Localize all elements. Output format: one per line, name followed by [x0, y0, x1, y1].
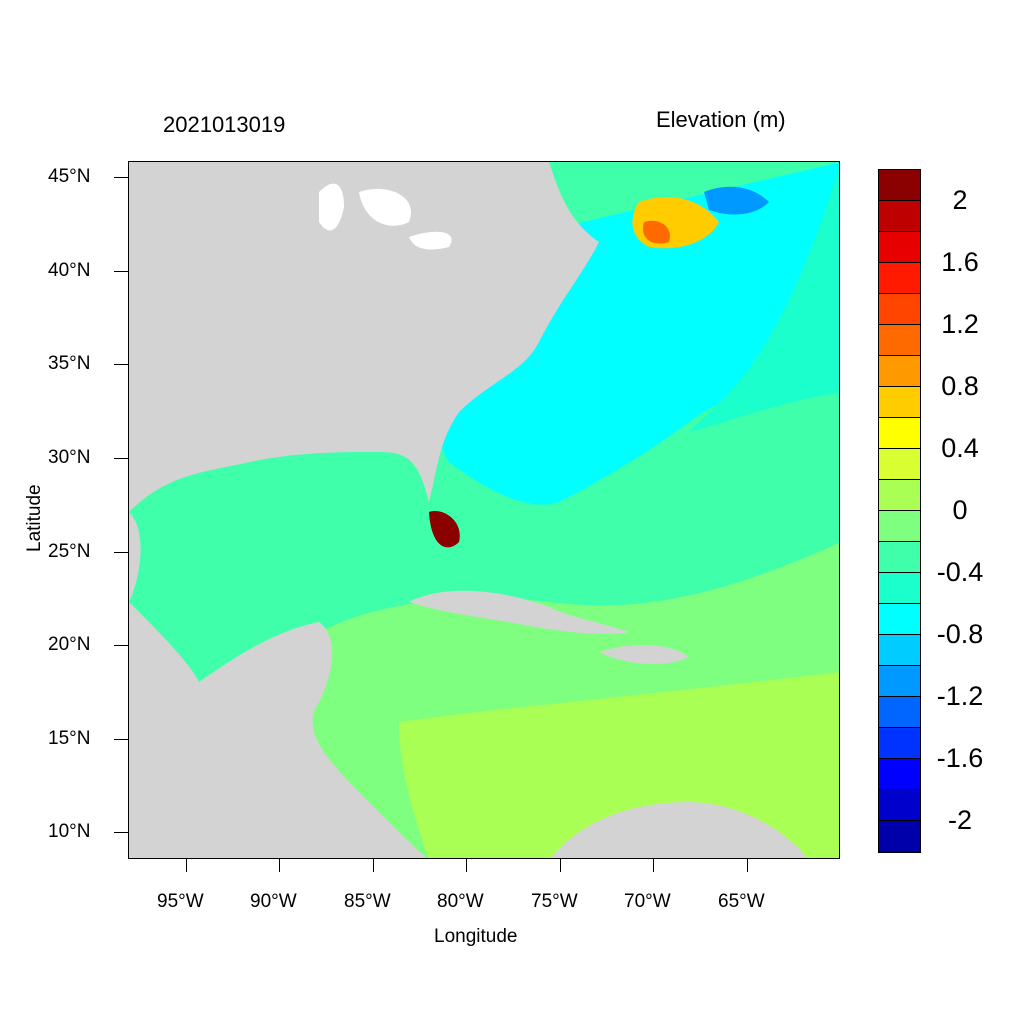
y-tick-label: 35°N	[48, 353, 91, 374]
x-tick-mark	[466, 859, 467, 872]
y-tick-mark	[114, 645, 128, 646]
y-tick-mark	[114, 552, 128, 553]
colorbar-label: 0	[952, 495, 968, 525]
x-axis-title: Longitude	[434, 926, 518, 947]
elevation-map[interactable]	[129, 162, 840, 859]
x-tick-label: 75°W	[531, 891, 578, 912]
colorbar-segment	[879, 449, 920, 480]
y-tick-mark	[114, 832, 128, 833]
timestamp-label: 2021013019	[163, 112, 286, 137]
y-tick-mark	[114, 177, 128, 178]
colorbar-label: 0.4	[941, 433, 979, 463]
colorbar-segment	[879, 666, 920, 697]
y-tick-label: 10°N	[48, 821, 91, 842]
x-tick-mark	[186, 859, 187, 872]
y-tick-mark	[114, 739, 128, 740]
y-tick-mark	[114, 271, 128, 272]
colorbar-segment	[879, 542, 920, 573]
map-panel[interactable]	[128, 161, 840, 859]
x-tick-mark	[560, 859, 561, 872]
colorbar	[878, 169, 921, 853]
lake-erie	[409, 231, 452, 250]
lake-huron	[359, 188, 411, 226]
colorbar-segment	[879, 790, 920, 821]
colorbar-segment	[879, 604, 920, 635]
colorbar-segment	[879, 511, 920, 542]
y-tick-label: 20°N	[48, 634, 91, 655]
nova-scotia-low	[704, 186, 769, 215]
y-tick-label: 30°N	[48, 447, 91, 468]
atlantic-east-zone	[689, 168, 839, 432]
x-tick-mark	[653, 859, 654, 872]
hispaniola-land	[599, 645, 689, 664]
colorbar-label: -0.8	[936, 619, 984, 649]
y-tick-mark	[114, 458, 128, 459]
colorbar-segment	[879, 201, 920, 232]
colorbar-segment	[879, 573, 920, 604]
south-florida-peak	[429, 511, 460, 548]
colorbar-segment	[879, 170, 920, 201]
mexico-central-america-land	[129, 602, 427, 858]
colorbar-label: -2	[947, 805, 972, 835]
colorbar-segment	[879, 759, 920, 790]
colorbar-segment	[879, 480, 920, 511]
cuba-land	[409, 590, 629, 635]
x-tick-label: 95°W	[157, 891, 204, 912]
colorbar-segment	[879, 356, 920, 387]
y-axis-title: Latitude	[24, 484, 45, 552]
colorbar-segment	[879, 635, 920, 666]
colorbar-segment	[879, 232, 920, 263]
colorbar-label: 0.8	[941, 371, 979, 401]
colorbar-label: -1.6	[936, 743, 984, 773]
colorbar-segment	[879, 697, 920, 728]
colorbar-segment	[879, 821, 920, 852]
colorbar-segment	[879, 263, 920, 294]
x-tick-label: 90°W	[250, 891, 297, 912]
y-tick-label: 40°N	[48, 260, 91, 281]
colorbar-label: -1.2	[936, 681, 984, 711]
colorbar-label: 2	[952, 185, 968, 215]
y-tick-mark	[114, 364, 128, 365]
x-tick-mark	[747, 859, 748, 872]
gulf-of-maine-peak	[643, 220, 670, 244]
y-tick-label: 45°N	[48, 166, 91, 187]
south-america-land	[550, 802, 808, 858]
x-tick-mark	[373, 859, 374, 872]
colorbar-segment	[879, 294, 920, 325]
texas-coast-land	[129, 512, 141, 602]
y-tick-label: 15°N	[48, 728, 91, 749]
colorbar-label: 1.6	[941, 247, 979, 277]
colorbar-segment	[879, 387, 920, 418]
north-america-land	[129, 162, 599, 512]
colorbar-segment	[879, 418, 920, 449]
colorbar-segment	[879, 325, 920, 356]
x-tick-label: 85°W	[344, 891, 391, 912]
colorbar-label: -0.4	[936, 557, 984, 587]
x-tick-label: 70°W	[624, 891, 671, 912]
x-tick-label: 65°W	[718, 891, 765, 912]
colorbar-segment	[879, 728, 920, 759]
x-tick-label: 80°W	[437, 891, 484, 912]
variable-title: Elevation (m)	[656, 107, 786, 132]
x-tick-mark	[279, 859, 280, 872]
colorbar-label: 1.2	[941, 309, 979, 339]
y-tick-label: 25°N	[48, 541, 91, 562]
lake-michigan	[319, 183, 344, 231]
